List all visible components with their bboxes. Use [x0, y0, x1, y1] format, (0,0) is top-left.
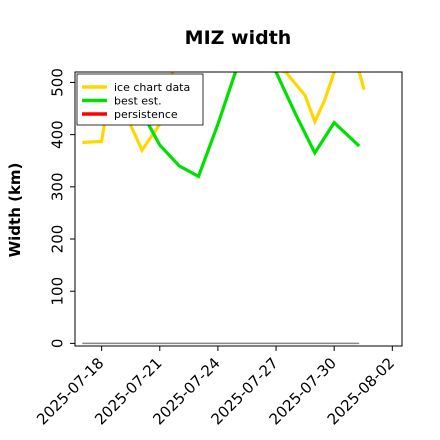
y-tick-label: 200 [48, 225, 66, 254]
y-tick-label: 400 [48, 120, 66, 149]
legend-label: best est. [114, 95, 162, 108]
x-ticks: 2025-07-182025-07-212025-07-242025-07-27… [33, 346, 398, 428]
legend-label: persistence [114, 108, 178, 121]
y-axis-label: Width (km) [6, 163, 24, 258]
plot-frame [74, 71, 403, 347]
y-tick-label: 500 [48, 68, 66, 97]
chart-title: MIZ width [185, 27, 292, 49]
series-line-best-est- [139, 72, 361, 179]
y-tick-label: 300 [48, 172, 66, 201]
y-tick-label: 0 [48, 339, 66, 349]
y-ticks: 0 100 200 300 400 500 [48, 68, 75, 348]
legend-box [76, 73, 204, 126]
legend-label: ice chart data [114, 81, 190, 94]
y-tick-label: 100 [48, 277, 66, 306]
